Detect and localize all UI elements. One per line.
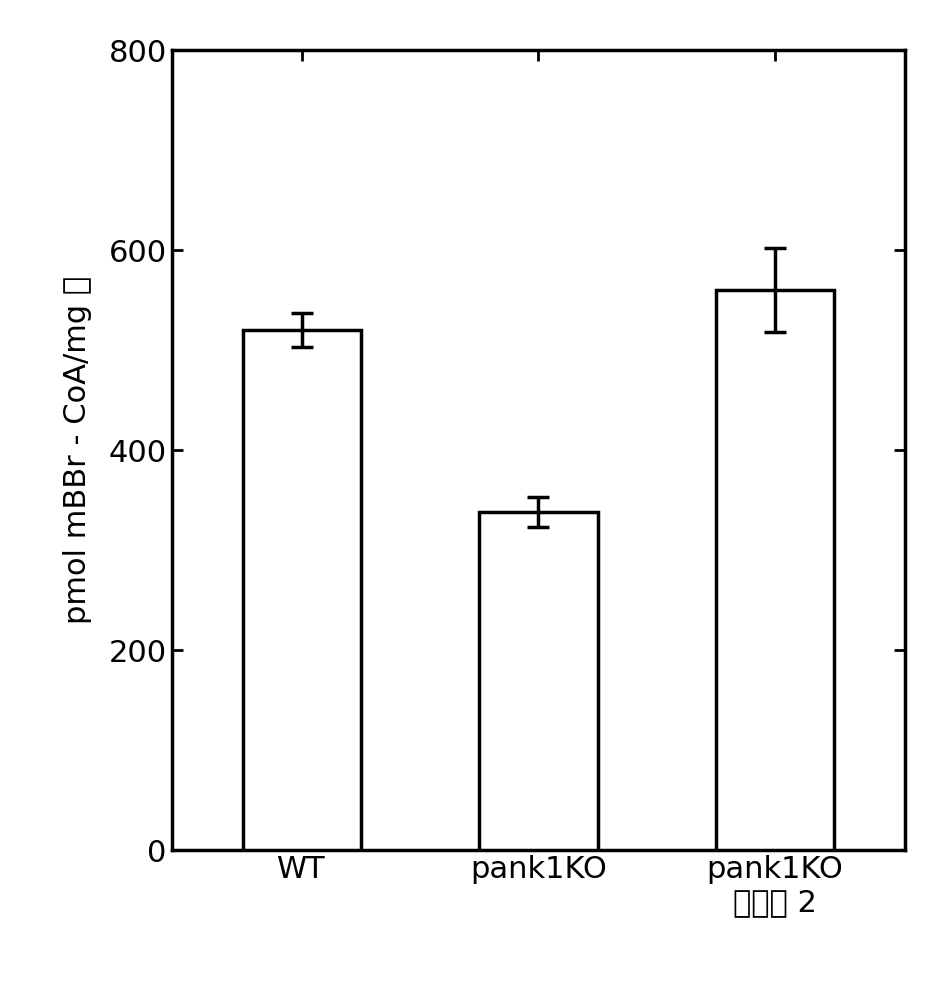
Y-axis label: pmol mBBr - CoA/mg 肝: pmol mBBr - CoA/mg 肝: [63, 276, 91, 624]
Bar: [479, 512, 597, 850]
Bar: [715, 290, 833, 850]
Bar: [243, 330, 361, 850]
